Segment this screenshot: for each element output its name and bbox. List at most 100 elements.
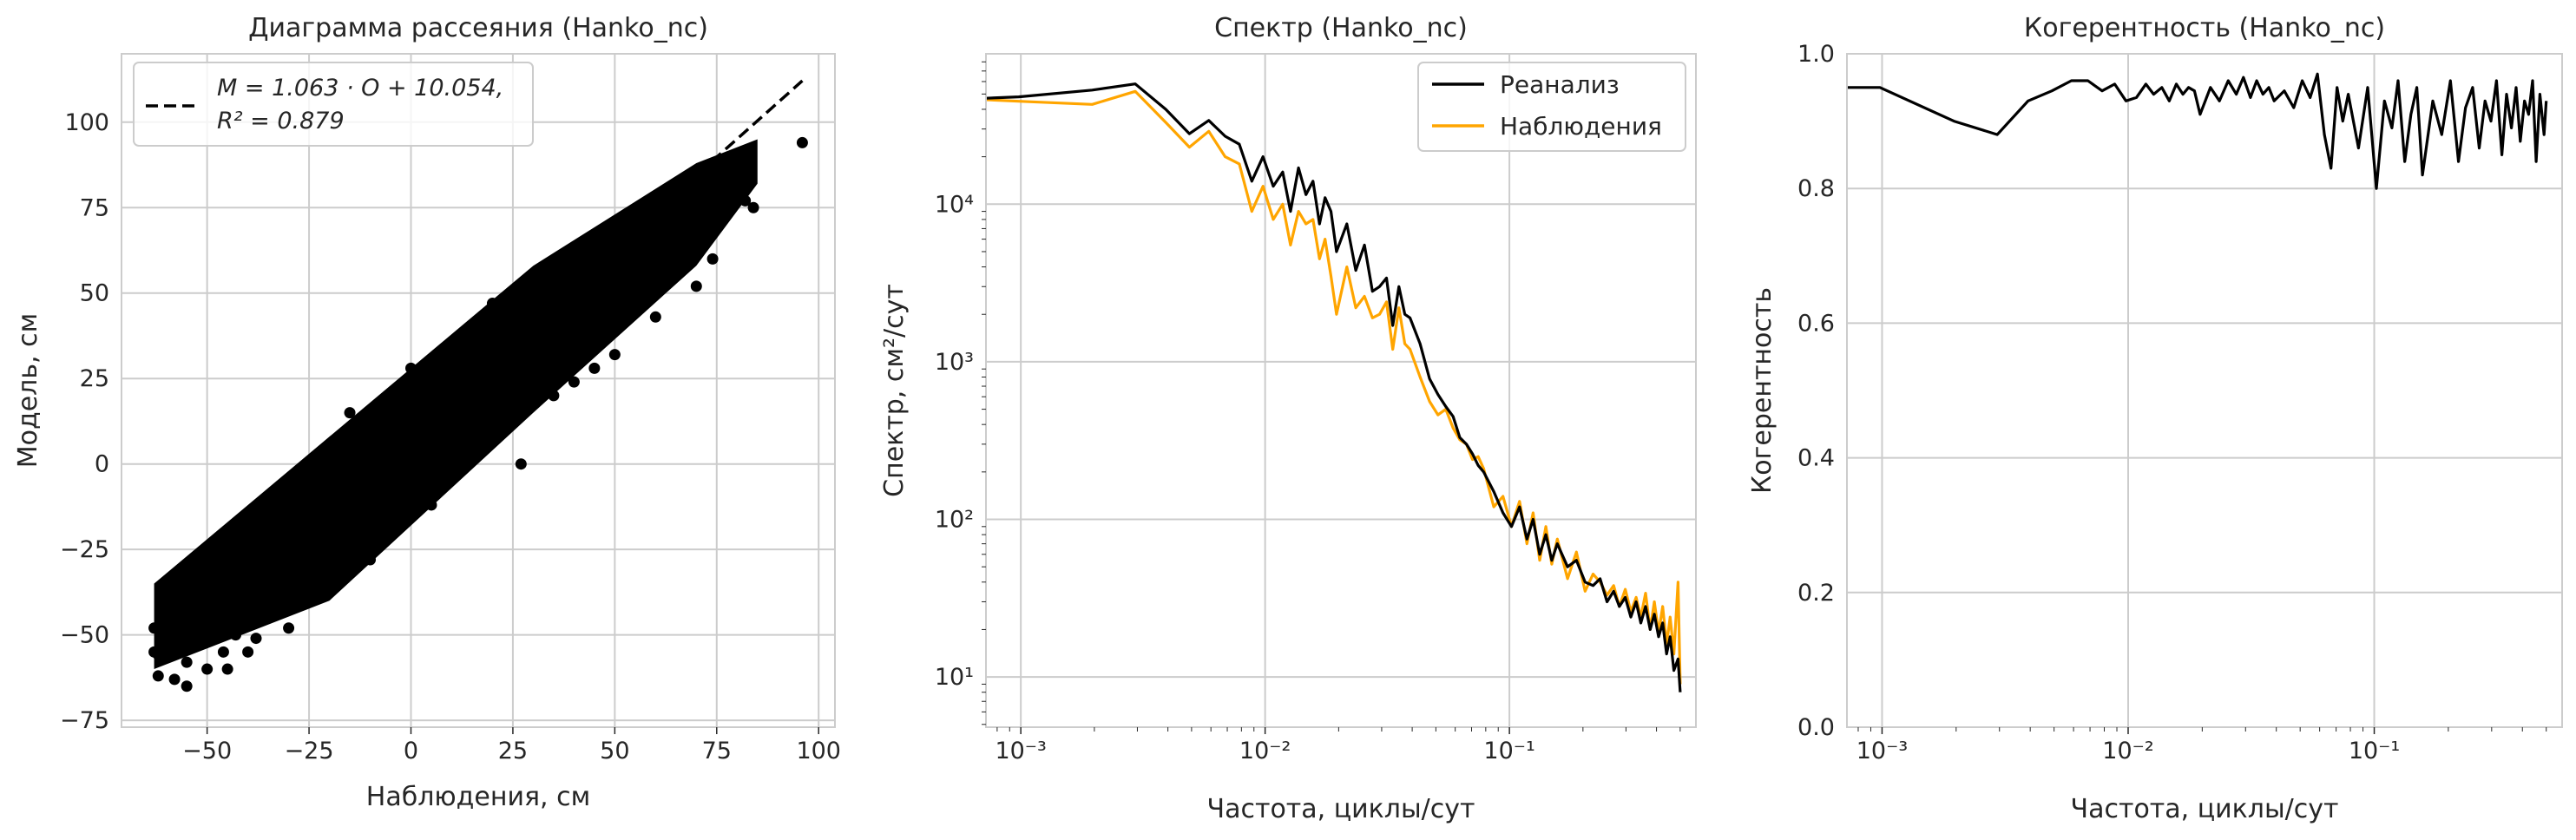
scatter-point xyxy=(221,601,233,614)
scatter-point xyxy=(548,277,560,289)
scatter-point xyxy=(283,594,295,607)
scatter-point xyxy=(666,226,678,238)
scatter-point xyxy=(555,287,568,299)
scatter-point xyxy=(531,291,543,303)
scatter-point xyxy=(339,506,352,518)
scatter-point xyxy=(315,561,327,573)
scatter-point xyxy=(417,386,430,398)
scatter-point xyxy=(796,136,808,148)
scatter-legend-box xyxy=(133,62,534,147)
x-tick-label: 25 xyxy=(498,738,528,765)
scatter-frame xyxy=(121,53,836,728)
spectrum-frame xyxy=(985,53,1697,728)
scatter-legend: M = 1.063 · O + 10.054, R² = 0.879 xyxy=(133,62,534,147)
scatter-point xyxy=(201,561,214,573)
scatter-point xyxy=(148,622,161,634)
scatter-point xyxy=(299,574,311,587)
scatter-point xyxy=(552,311,564,323)
spectrum-legend: Реанализ Наблюдения xyxy=(1417,62,1686,152)
scatter-point xyxy=(266,608,279,620)
scatter-point xyxy=(291,554,303,566)
scatter-point xyxy=(242,646,254,658)
scatter-point xyxy=(682,212,694,224)
scatter-point xyxy=(336,458,348,470)
scatter-point xyxy=(238,547,250,559)
scatter-point xyxy=(503,356,515,368)
scatter-point xyxy=(193,636,205,648)
scatter-point xyxy=(404,441,417,453)
scatter-point xyxy=(404,362,417,374)
scatter-point xyxy=(634,280,646,292)
scatter-point xyxy=(205,591,217,603)
y-tick-label: 1.0 xyxy=(1797,41,1835,68)
scatter-point xyxy=(596,236,608,248)
scatter-point xyxy=(384,390,397,402)
x-tick-label: 50 xyxy=(600,738,629,765)
scatter-point xyxy=(425,499,437,511)
scatter-point xyxy=(348,526,360,538)
scatter-point xyxy=(324,520,336,532)
scatter-point xyxy=(332,543,344,555)
scatter-point xyxy=(719,185,731,197)
y-tick-label: 50 xyxy=(80,280,109,307)
scatter-point xyxy=(747,201,759,213)
scatter-point xyxy=(274,571,286,583)
scatter-point xyxy=(270,520,282,532)
scatter-point xyxy=(258,587,270,600)
x-tick-label: 10⁻² xyxy=(2102,738,2153,765)
scatter-point xyxy=(543,352,555,364)
scatter-point xyxy=(564,263,576,275)
scatter-point xyxy=(152,670,164,682)
scatter-point xyxy=(601,270,613,282)
scatter-point xyxy=(445,437,457,450)
scatter-ylabel: Модель, см xyxy=(13,313,43,469)
scatter-point xyxy=(466,345,478,358)
x-tick-label: 75 xyxy=(702,738,732,765)
coherence-ylabel: Когерентность xyxy=(1747,287,1778,494)
scatter-point xyxy=(593,307,605,319)
scatter-point xyxy=(515,304,527,316)
y-tick-label: 0.4 xyxy=(1797,445,1835,472)
scatter-point xyxy=(540,300,552,312)
series-line-reanalysis xyxy=(985,82,1682,692)
scatter-point xyxy=(576,321,588,333)
scatter-point xyxy=(372,471,384,483)
scatter-point xyxy=(303,489,315,501)
x-tick-label: −25 xyxy=(285,738,334,765)
scatter-point xyxy=(731,150,743,162)
scatter-point xyxy=(470,383,483,395)
scatter-point xyxy=(495,393,507,405)
y-tick-label: 10¹ xyxy=(935,664,974,691)
scatter-point xyxy=(466,321,478,333)
scatter-point xyxy=(474,358,486,371)
x-tick-label: 10⁻¹ xyxy=(2349,738,2400,765)
y-tick-label: 10³ xyxy=(935,349,974,376)
scatter-point xyxy=(397,478,409,490)
spectrum-xlabel: Частота, циклы/сут xyxy=(1207,794,1475,824)
scatter-point xyxy=(262,499,274,511)
spectrum-lines xyxy=(985,82,1682,692)
scatter-point xyxy=(690,246,702,258)
scatter-point xyxy=(617,253,629,265)
scatter-point xyxy=(584,284,596,296)
y-tick-label: 0.0 xyxy=(1797,714,1835,741)
scatter-point xyxy=(625,233,637,245)
coherence-frame xyxy=(1846,53,2563,728)
scatter-point xyxy=(511,379,523,391)
scatter-point xyxy=(156,594,168,607)
scatter-point xyxy=(242,612,254,624)
scatter-point xyxy=(560,335,572,347)
scatter-point xyxy=(250,633,262,645)
scatter-point xyxy=(454,397,466,409)
scatter-point xyxy=(486,369,498,381)
scatter-point xyxy=(690,280,702,292)
scatter-point xyxy=(699,201,711,213)
scatter-point xyxy=(226,561,238,573)
scatter-point xyxy=(588,362,601,374)
spectrum-tick-labels: 10⁻³ 10⁻² 10⁻¹ 10¹ 10² 10³ 10⁴ xyxy=(935,61,1681,765)
y-tick-label: 10² xyxy=(935,507,974,534)
scatter-point xyxy=(568,298,580,310)
x-tick-label: 10⁻³ xyxy=(1856,738,1908,765)
y-tick-label: 0 xyxy=(95,451,109,478)
